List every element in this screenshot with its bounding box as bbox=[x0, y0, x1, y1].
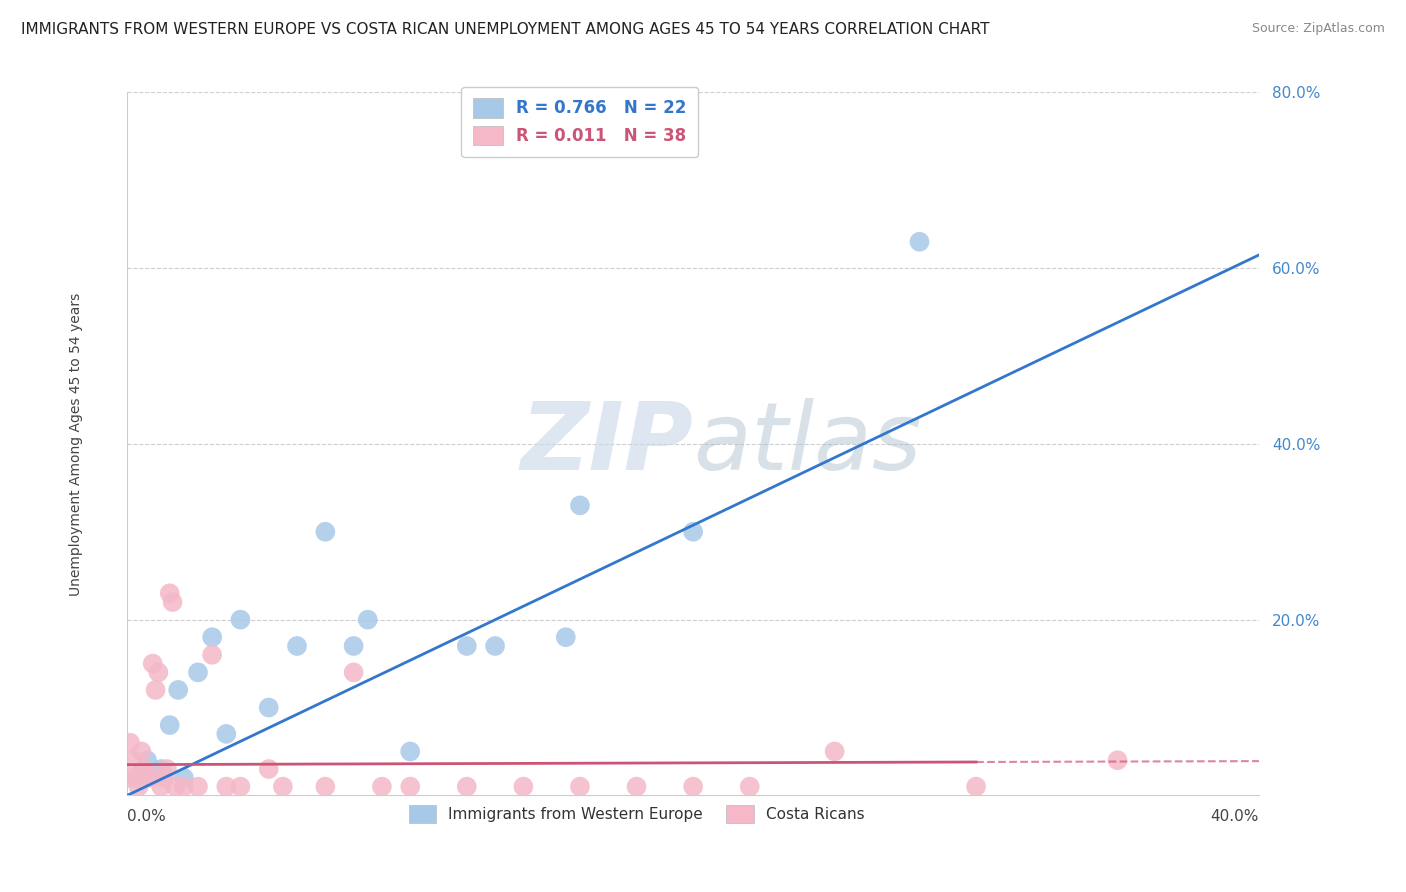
Point bbox=[162, 595, 184, 609]
Point bbox=[343, 639, 366, 653]
Legend: Immigrants from Western Europe, Costa Ricans: Immigrants from Western Europe, Costa Ri… bbox=[398, 795, 875, 833]
Point bbox=[167, 682, 190, 697]
Point bbox=[136, 766, 159, 780]
Point bbox=[150, 780, 173, 794]
Point bbox=[554, 630, 576, 644]
Text: Source: ZipAtlas.com: Source: ZipAtlas.com bbox=[1251, 22, 1385, 36]
Point bbox=[136, 753, 159, 767]
Point bbox=[122, 753, 145, 767]
Point bbox=[201, 630, 224, 644]
Point bbox=[148, 665, 170, 680]
Point bbox=[257, 762, 280, 776]
Point bbox=[201, 648, 224, 662]
Point bbox=[159, 586, 181, 600]
Point bbox=[156, 762, 179, 776]
Point bbox=[139, 771, 162, 785]
Point bbox=[173, 771, 195, 785]
Point bbox=[1107, 753, 1129, 767]
Point bbox=[965, 780, 987, 794]
Text: atlas: atlas bbox=[693, 399, 921, 490]
Point bbox=[371, 780, 394, 794]
Point bbox=[456, 780, 478, 794]
Point bbox=[257, 700, 280, 714]
Point bbox=[626, 780, 648, 794]
Point bbox=[568, 499, 591, 513]
Point bbox=[399, 780, 422, 794]
Point bbox=[145, 682, 167, 697]
Point bbox=[682, 780, 704, 794]
Point bbox=[215, 780, 238, 794]
Point bbox=[120, 736, 142, 750]
Point bbox=[343, 665, 366, 680]
Point bbox=[484, 639, 506, 653]
Point bbox=[187, 780, 209, 794]
Point bbox=[165, 780, 187, 794]
Point bbox=[738, 780, 761, 794]
Point bbox=[357, 613, 380, 627]
Point bbox=[824, 744, 846, 758]
Point bbox=[134, 762, 156, 776]
Point bbox=[512, 780, 534, 794]
Point bbox=[125, 771, 148, 785]
Point bbox=[215, 727, 238, 741]
Point bbox=[153, 771, 176, 785]
Point bbox=[131, 744, 153, 758]
Point bbox=[271, 780, 294, 794]
Point bbox=[229, 613, 252, 627]
Point bbox=[908, 235, 931, 249]
Point bbox=[173, 780, 195, 794]
Point bbox=[142, 657, 165, 671]
Point bbox=[131, 766, 153, 780]
Point bbox=[399, 744, 422, 758]
Point bbox=[568, 780, 591, 794]
Point bbox=[682, 524, 704, 539]
Point bbox=[117, 771, 139, 785]
Point bbox=[456, 639, 478, 653]
Point bbox=[229, 780, 252, 794]
Point bbox=[150, 762, 173, 776]
Point bbox=[128, 780, 150, 794]
Point bbox=[314, 524, 336, 539]
Point bbox=[285, 639, 308, 653]
Text: Unemployment Among Ages 45 to 54 years: Unemployment Among Ages 45 to 54 years bbox=[69, 293, 83, 596]
Text: 40.0%: 40.0% bbox=[1211, 809, 1258, 824]
Point bbox=[187, 665, 209, 680]
Point bbox=[159, 718, 181, 732]
Text: IMMIGRANTS FROM WESTERN EUROPE VS COSTA RICAN UNEMPLOYMENT AMONG AGES 45 TO 54 Y: IMMIGRANTS FROM WESTERN EUROPE VS COSTA … bbox=[21, 22, 990, 37]
Text: ZIP: ZIP bbox=[520, 398, 693, 490]
Text: 0.0%: 0.0% bbox=[128, 809, 166, 824]
Point bbox=[314, 780, 336, 794]
